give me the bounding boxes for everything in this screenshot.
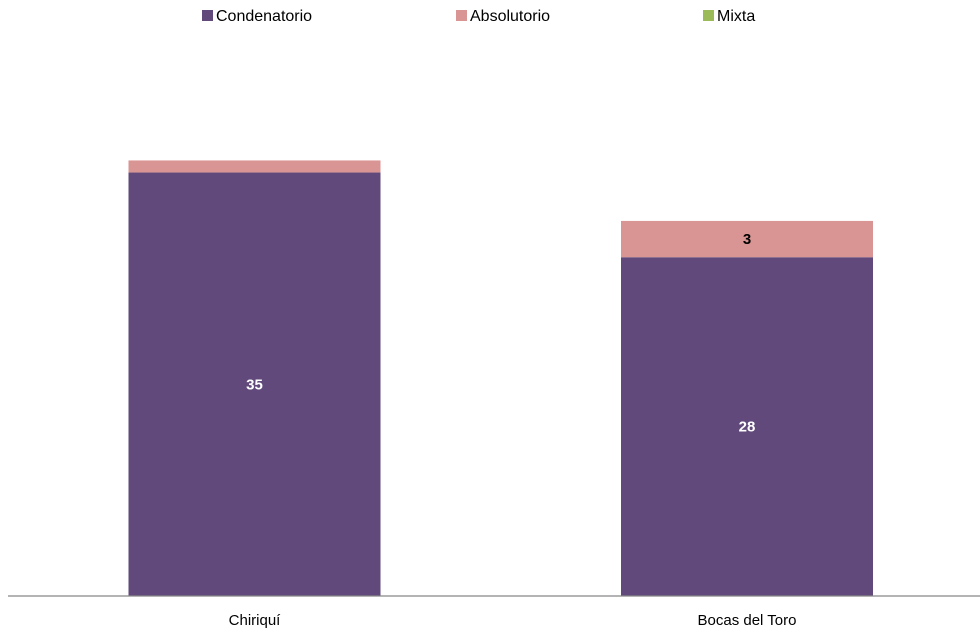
legend-label-mixta: Mixta	[717, 8, 755, 25]
bars	[128, 160, 873, 596]
bar-bocas-del-toro-condenatorio	[621, 257, 873, 596]
bar-chiriqui-condenatorio	[128, 172, 381, 596]
data-label-chiriqui-condenatorio: 35	[246, 376, 263, 393]
legend-label-absolutorio: Absolutorio	[470, 8, 550, 25]
legend-swatch-absolutorio	[456, 10, 467, 21]
bar-bocas-del-toro-absolutorio	[621, 220, 873, 258]
legend-swatch-mixta	[703, 10, 714, 21]
legend-label-condenatorio: Condenatorio	[216, 8, 312, 25]
x-tick-label-bocas-del-toro: Bocas del Toro	[698, 612, 797, 629]
legend: Condenatorio Absolutorio Mixta	[202, 8, 755, 25]
x-tick-labels: Chiriquí Bocas del Toro	[229, 612, 797, 629]
data-labels: 35 28 3	[246, 231, 755, 436]
bar-chiriqui-absolutorio	[128, 160, 381, 173]
x-tick-label-chiriqui: Chiriquí	[229, 612, 282, 629]
data-label-bocas-del-toro-absolutorio: 3	[743, 231, 751, 248]
data-label-bocas-del-toro-condenatorio: 28	[739, 419, 756, 436]
legend-swatch-condenatorio	[202, 10, 213, 21]
